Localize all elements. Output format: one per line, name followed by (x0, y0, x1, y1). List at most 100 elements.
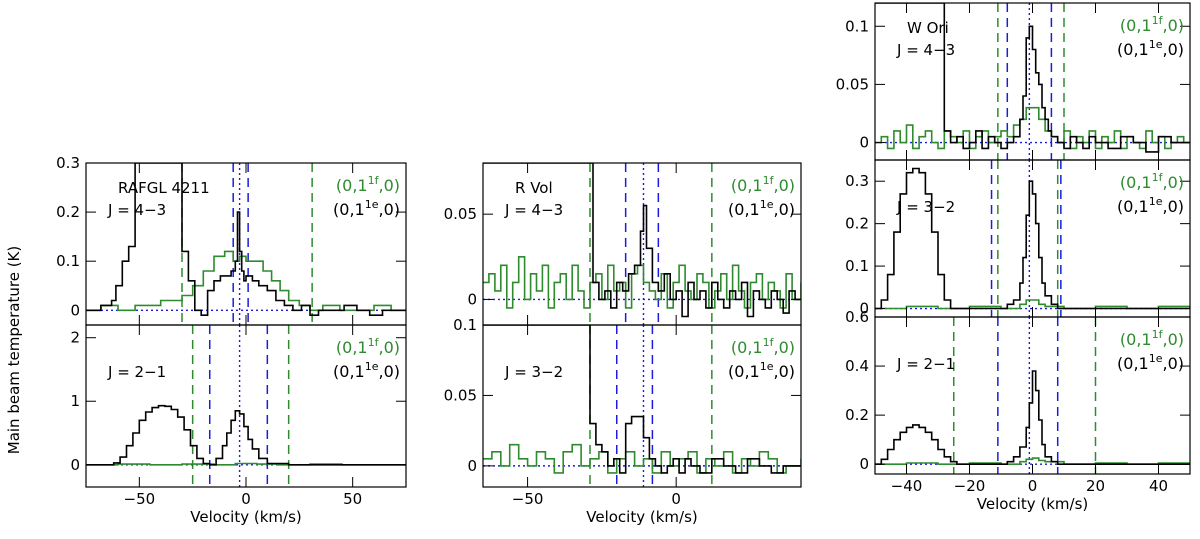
chart-2: 00.05 J = 4−3R Vol (0,11f,0)(0,11e,0)00.05… (444, 162, 802, 526)
y-tick-label: 1 (70, 392, 80, 410)
y-tick-label: 0.1 (845, 257, 869, 275)
panel-3-1: 00.050.1J = 4−3W Ori (0,11f,0)(0,11e,0) (836, 2, 1191, 161)
label-1e-base: (0,1 (1117, 40, 1149, 59)
y-tick-label: 0.6 (845, 308, 869, 326)
label-1e: (0,11e,0) (1117, 195, 1184, 216)
x-tick-label: −50 (124, 490, 156, 508)
label-1f: (0,11f,0) (1120, 14, 1184, 35)
trace-1f (875, 457, 1190, 465)
label-1f-sup: 1f (763, 336, 775, 349)
label-1e-sup: 1e (365, 198, 379, 211)
y-tick-label: 0 (859, 455, 869, 473)
label-1f-tail: ,0) (1162, 330, 1184, 349)
label-1e-tail: ,0) (1162, 354, 1184, 373)
x-axis-title: Velocity (km/s) (586, 508, 697, 526)
trace-1e (86, 404, 406, 466)
x-tick-label: 40 (1149, 477, 1168, 495)
label-1e-tail: ,0) (378, 200, 400, 219)
panel-content (875, 160, 1190, 317)
x-tick-label: 20 (1086, 477, 1105, 495)
y-tick-label: 2 (70, 329, 80, 347)
trace-1f (483, 256, 801, 309)
trace-1e (86, 163, 406, 316)
label-1f-tail: ,0) (378, 338, 400, 357)
label-1f: (0,11f,0) (731, 174, 795, 195)
label-1e: (0,11e,0) (1117, 352, 1184, 373)
label-1f-base: (0,1 (336, 338, 368, 357)
y-tick-label: 0.1 (453, 316, 477, 334)
label-1f-tail: ,0) (773, 176, 795, 195)
source-label: W Ori (907, 19, 949, 37)
y-tick-label: 0.1 (845, 17, 869, 35)
label-1e-base: (0,1 (1117, 197, 1149, 216)
label-1e-tail: ,0) (1162, 197, 1184, 216)
trace-1e (875, 3, 1190, 153)
y-tick-label: 0 (859, 134, 869, 152)
trace-1e (875, 167, 1190, 310)
label-1e-base: (0,1 (728, 200, 760, 219)
label-1e: (0,11e,0) (728, 198, 795, 219)
panel-frame (482, 324, 802, 488)
label-1e-base: (0,1 (1117, 354, 1149, 373)
panel-content (483, 163, 801, 325)
transition-label: J = 4−3 (504, 201, 563, 219)
y-tick-label: 0 (467, 457, 477, 475)
x-tick-label: −20 (954, 477, 986, 495)
label-1f-sup: 1f (368, 174, 380, 187)
y-tick-label: 0 (70, 301, 80, 319)
panel-content (875, 317, 1190, 474)
trace-1e (483, 163, 801, 318)
transition-label: J = 3−2 (896, 198, 955, 216)
label-1f-base: (0,1 (1120, 16, 1152, 35)
y-tick-label: 0 (70, 456, 80, 474)
label-1e-tail: ,0) (1162, 40, 1184, 59)
y-tick-label: 0 (859, 300, 869, 318)
y-axis-title: Main beam temperature (K) (5, 246, 23, 455)
panel-3-2: 00.10.20.3J = 3−2(0,11f,0)(0,11e,0) (845, 159, 1191, 318)
label-1e-base: (0,1 (333, 200, 365, 219)
y-tick-label: 0.2 (845, 406, 869, 424)
label-1f: (0,11f,0) (336, 336, 400, 357)
transition-label: J = 4−3 (107, 201, 166, 219)
panel-content (86, 163, 406, 325)
chart-3: 00.050.1J = 4−3W Ori (0,11f,0)(0,11e,0)00… (836, 2, 1191, 513)
trace-1f (86, 250, 406, 312)
label-1e: (0,11e,0) (333, 198, 400, 219)
x-tick-label: 0 (671, 490, 681, 508)
label-1f-sup: 1f (1152, 328, 1164, 341)
y-tick-label: 0.05 (444, 205, 477, 223)
label-1f-base: (0,1 (731, 176, 763, 195)
label-1e-sup: 1e (760, 198, 774, 211)
label-1f-tail: ,0) (1162, 173, 1184, 192)
label-1e: (0,11e,0) (728, 360, 795, 381)
y-tick-label: 0 (467, 290, 477, 308)
label-1f: (0,11f,0) (1120, 171, 1184, 192)
label-1f-sup: 1f (1152, 14, 1164, 27)
trace-1f (483, 443, 801, 474)
label-1f: (0,11f,0) (1120, 328, 1184, 349)
source-label: RAFGL 4211 (118, 179, 210, 197)
label-1e-sup: 1e (365, 360, 379, 373)
label-1f-tail: ,0) (1162, 16, 1184, 35)
transition-label: J = 3−2 (504, 363, 563, 381)
y-tick-label: 0.1 (56, 252, 80, 270)
label-1f-sup: 1f (1152, 171, 1164, 184)
label-1f-sup: 1f (368, 336, 380, 349)
x-tick-label: −50 (512, 490, 544, 508)
y-tick-label: 0.05 (444, 386, 477, 404)
label-1f: (0,11f,0) (731, 336, 795, 357)
label-1e-tail: ,0) (378, 362, 400, 381)
label-1e-sup: 1e (1149, 38, 1163, 51)
panel-3-3: 00.20.40.6J = 2−1(0,11f,0)(0,11e,0) (845, 308, 1191, 475)
trace-1e (875, 370, 1190, 465)
y-tick-label: 0.05 (836, 75, 869, 93)
label-1f-base: (0,1 (1120, 330, 1152, 349)
label-1e: (0,11e,0) (1117, 38, 1184, 59)
trace-1e (483, 325, 801, 474)
y-tick-label: 0.4 (845, 357, 869, 375)
